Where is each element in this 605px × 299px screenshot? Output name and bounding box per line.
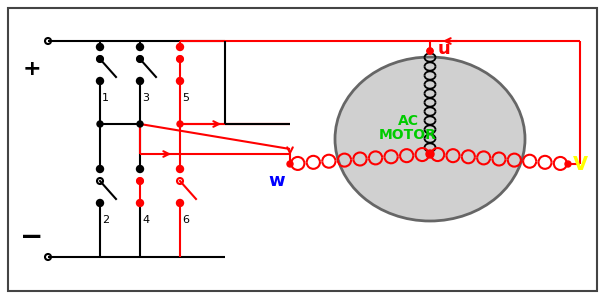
Ellipse shape <box>335 57 525 221</box>
Circle shape <box>177 166 183 173</box>
Circle shape <box>177 77 183 85</box>
Circle shape <box>177 56 183 62</box>
Text: AC: AC <box>397 114 419 128</box>
Circle shape <box>565 161 571 167</box>
Text: −: − <box>21 223 44 251</box>
Circle shape <box>137 56 143 62</box>
Circle shape <box>137 121 143 127</box>
Circle shape <box>137 43 143 51</box>
Circle shape <box>137 178 143 184</box>
Text: 1: 1 <box>102 93 109 103</box>
Circle shape <box>97 43 103 51</box>
Text: 3: 3 <box>142 93 149 103</box>
Circle shape <box>177 43 183 51</box>
Circle shape <box>97 199 103 207</box>
FancyBboxPatch shape <box>8 8 597 291</box>
Text: 6: 6 <box>182 215 189 225</box>
Circle shape <box>97 166 103 173</box>
Text: +: + <box>23 59 41 79</box>
Circle shape <box>287 161 293 167</box>
Circle shape <box>137 166 143 173</box>
Circle shape <box>427 48 433 54</box>
Circle shape <box>97 77 103 85</box>
Text: 2: 2 <box>102 215 109 225</box>
Text: u: u <box>438 40 451 58</box>
Text: 4: 4 <box>142 215 149 225</box>
Text: w: w <box>269 172 285 190</box>
Circle shape <box>97 121 103 127</box>
Text: 5: 5 <box>182 93 189 103</box>
Circle shape <box>426 150 434 158</box>
Circle shape <box>427 48 433 54</box>
Text: MOTOR: MOTOR <box>379 128 437 142</box>
Circle shape <box>137 77 143 85</box>
Circle shape <box>97 56 103 62</box>
Text: V: V <box>573 155 588 173</box>
Circle shape <box>177 121 183 127</box>
Circle shape <box>177 199 183 207</box>
Circle shape <box>137 199 143 207</box>
